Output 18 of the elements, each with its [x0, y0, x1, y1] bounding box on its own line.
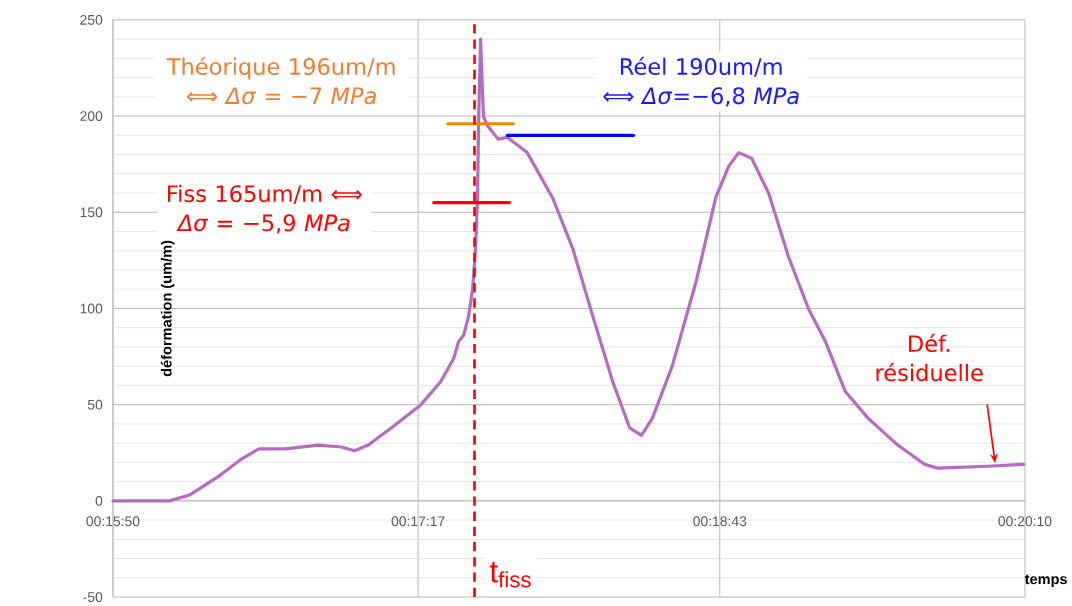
y-tick-label: 150 — [80, 207, 103, 217]
y-tick-label: 50 — [87, 399, 103, 410]
x-tick-label: 00:15:50 — [86, 516, 140, 526]
y-tick-label: 0 — [95, 495, 103, 506]
y-tick-label: 200 — [80, 110, 103, 121]
x-tick-label: 00:17:17 — [391, 516, 445, 526]
x-tick-label: 00:20:10 — [998, 516, 1052, 526]
y-tick-label: -50 — [83, 591, 103, 602]
annotation: Théorique 196um/m ⟺ Δσ = −7 MPa — [166, 56, 395, 104]
y-tick-label: 250 — [80, 14, 103, 25]
x-axis-title: temps — [1024, 574, 1067, 587]
annotation: Fiss 165um/m ⟺ Δσ = −5,9 MPa — [168, 184, 362, 234]
x-tick-label: 00:18:43 — [693, 516, 747, 526]
ref-line-label: t$_{fiss}$ — [489, 561, 531, 588]
annotation: Déf. résiduelle — [876, 333, 983, 382]
y-tick-label: 100 — [80, 303, 103, 314]
y-axis-title: déformation (um/m) — [160, 240, 175, 377]
annotation: Réel 190um/m ⟺ Δσ=−6,8 MPa — [603, 56, 799, 107]
